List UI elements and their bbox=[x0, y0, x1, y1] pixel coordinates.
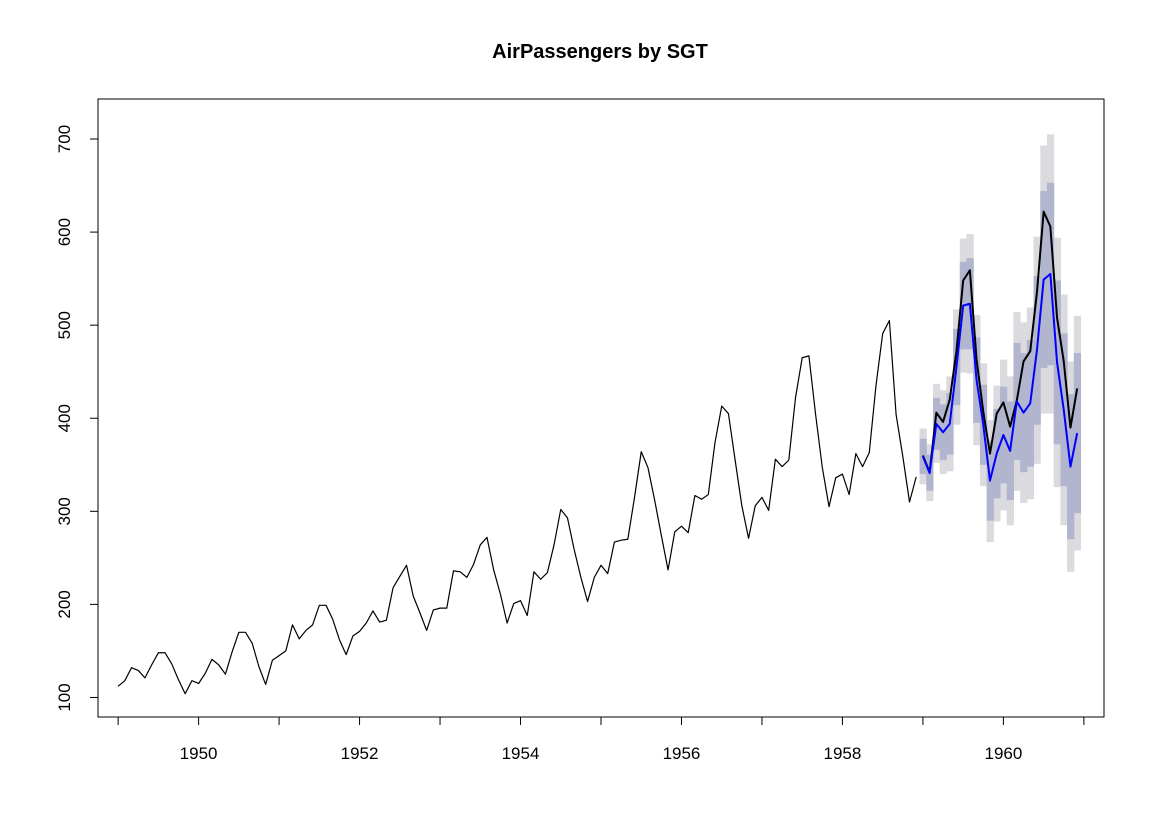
x-tick-label: 1956 bbox=[663, 744, 701, 763]
y-tick-label: 500 bbox=[55, 311, 74, 339]
series-line-actual bbox=[921, 210, 1079, 474]
y-tick-label: 300 bbox=[55, 497, 74, 525]
x-tick-label: 1954 bbox=[502, 744, 540, 763]
y-tick-label: 600 bbox=[55, 218, 74, 246]
y-axis: 100 200 300 400 500 600 700 bbox=[55, 125, 99, 712]
x-axis: 1950 1952 1954 1956 1958 1960 bbox=[117, 716, 1085, 763]
series-lines bbox=[117, 210, 1079, 695]
chart-title: AirPassengers by SGT bbox=[492, 41, 708, 63]
y-tick-label: 400 bbox=[55, 404, 74, 432]
x-tick-label: 1952 bbox=[341, 744, 379, 763]
x-tick-label: 1950 bbox=[180, 744, 218, 763]
series-line-train bbox=[117, 319, 917, 695]
band-80-segment bbox=[1073, 353, 1082, 514]
x-tick-label: 1960 bbox=[984, 744, 1022, 763]
x-tick-label: 1958 bbox=[824, 744, 862, 763]
series-line-forecast bbox=[921, 272, 1079, 482]
y-tick-label: 700 bbox=[55, 125, 74, 153]
y-tick-label: 200 bbox=[55, 590, 74, 618]
y-tick-label: 100 bbox=[55, 683, 74, 711]
